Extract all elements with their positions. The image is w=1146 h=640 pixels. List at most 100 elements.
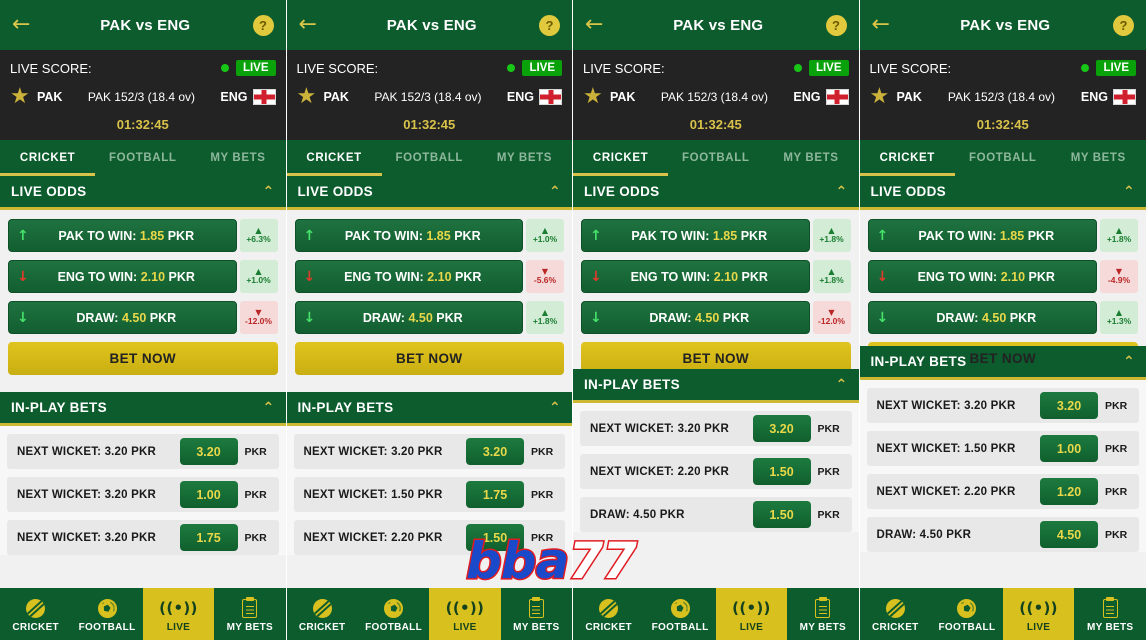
help-button[interactable]: ? [825,14,847,36]
nav-item-my-bets[interactable]: MY BETS [1074,588,1146,640]
back-arrow-icon[interactable]: ← [871,12,890,37]
live-broadcast-icon: ((•)) [732,598,771,619]
clipboard-glyph [1102,598,1118,618]
live-odds-section-header[interactable]: LIVE ODDS ⌃ [286,176,572,210]
odds-button[interactable]: ↓ ENG TO WIN: 2.10 PKR [8,260,237,293]
nav-item-live[interactable]: ((•)) LIVE [1002,588,1075,640]
nav-item-live[interactable]: ((•)) LIVE [429,588,501,640]
odds-button[interactable]: ↑ PAK TO WIN: 1.85 PKR [8,219,237,252]
in-play-row[interactable]: NEXT WICKET: 3.20 PKR 1.75 PKR [7,520,279,555]
in-play-odds-chip[interactable]: 3.20 [1040,392,1098,419]
in-play-row[interactable]: DRAW: 4.50 PKR 4.50 PKR [866,517,1139,552]
in-play-row[interactable]: NEXT WICKET: 3.20 PKR 3.20 PKR [580,411,852,446]
nav-item-cricket[interactable]: CRICKET [860,588,932,640]
tab-my-bets[interactable]: MY BETS [210,152,266,164]
chevron-up-icon[interactable]: ⌃ [262,399,275,416]
odds-button[interactable]: ↑ PAK TO WIN: 1.85 PKR [294,219,523,252]
nav-item-my-bets[interactable]: MY BETS [501,588,572,640]
football-glyph [97,598,117,618]
chevron-up-icon[interactable]: ⌃ [835,183,848,200]
odds-button[interactable]: ↓ ENG TO WIN: 2.10 PKR [294,260,523,293]
live-odds-section-header[interactable]: LIVE ODDS ⌃ [0,176,286,210]
chevron-up-icon[interactable]: ⌃ [1122,353,1135,370]
chevron-up-icon[interactable]: ⌃ [1122,183,1135,200]
odds-row: ↓ ENG TO WIN: 2.10 PKR ▲ +1.0% [8,260,278,293]
back-arrow-icon[interactable]: ← [12,12,31,37]
in-play-row[interactable]: NEXT WICKET: 2.20 PKR 1.20 PKR [866,474,1139,509]
nav-item-my-bets[interactable]: MY BETS [787,588,858,640]
odds-button[interactable]: ↓ ENG TO WIN: 2.10 PKR [581,260,810,293]
in-play-row[interactable]: NEXT WICKET: 3.20 PKR 3.20 PKR [293,434,565,469]
tab-football[interactable]: FOOTBALL [682,152,750,164]
bet-now-button[interactable]: BET NOW [294,342,564,375]
in-play-section-header[interactable]: IN-PLAY BETS ⌃ [286,392,572,426]
in-play-row[interactable]: NEXT WICKET: 3.20 PKR 3.20 PKR [7,434,279,469]
chevron-up-icon[interactable]: ⌃ [835,376,848,393]
tab-cricket[interactable]: CRICKET [286,140,382,176]
help-button[interactable]: ? [252,14,274,36]
odds-button[interactable]: ↓ ENG TO WIN: 2.10 PKR [867,260,1097,293]
in-play-odds-chip[interactable]: 1.75 [466,481,524,508]
chevron-up-icon[interactable]: ⌃ [548,183,561,200]
tab-my-bets[interactable]: MY BETS [496,152,552,164]
odds-currency: PKR [167,228,195,243]
tab-cricket[interactable]: CRICKET [573,140,669,176]
nav-item-my-bets[interactable]: MY BETS [214,588,285,640]
tab-football[interactable]: FOOTBALL [109,152,177,164]
in-play-section-header[interactable]: IN-PLAY BETS ⌃ [573,369,859,403]
in-play-row[interactable]: NEXT WICKET: 1.50 PKR 1.00 PKR [866,431,1139,466]
live-odds-section-header[interactable]: LIVE ODDS ⌃ [573,176,859,210]
in-play-odds-chip[interactable]: 1.50 [752,458,811,485]
live-indicator-dot [1081,64,1090,72]
nav-item-cricket[interactable]: CRICKET [0,588,71,640]
in-play-odds-chip[interactable]: 4.50 [1040,521,1098,548]
tab-my-bets[interactable]: MY BETS [1070,152,1126,164]
live-odds-section-header[interactable]: LIVE ODDS ⌃ [859,176,1146,210]
in-play-odds-chip[interactable]: 1.75 [179,524,238,551]
in-play-section-header[interactable]: IN-PLAY BETS ⌃ [0,392,286,426]
back-arrow-icon[interactable]: ← [298,12,317,37]
odds-button[interactable]: ↑ PAK TO WIN: 1.85 PKR [581,219,810,252]
in-play-row[interactable]: NEXT WICKET: 2.20 PKR 1.50 PKR [580,454,852,489]
in-play-odds-chip[interactable]: 3.20 [179,438,238,465]
in-play-row[interactable]: NEXT WICKET: 2.20 PKR 1.50 PKR [293,520,565,555]
help-button[interactable]: ? [539,14,560,36]
odds-button[interactable]: ↓ DRAW: 4.50 PKR [8,301,237,334]
odds-button[interactable]: ↓ DRAW: 4.50 PKR [581,301,810,334]
in-play-odds-chip[interactable]: 1.50 [466,524,524,551]
odds-change-value: +1.8% [1106,234,1132,245]
tab-football[interactable]: FOOTBALL [969,152,1037,164]
in-play-row[interactable]: NEXT WICKET: 1.50 PKR 1.75 PKR [293,477,565,512]
help-button[interactable]: ? [1113,14,1134,36]
in-play-odds-chip[interactable]: 3.20 [752,415,811,442]
in-play-odds-chip[interactable]: 1.00 [179,481,238,508]
in-play-odds-chip[interactable]: 1.20 [1040,478,1098,505]
nav-item-cricket[interactable]: CRICKET [573,588,644,640]
tab-cricket[interactable]: CRICKET [859,140,956,176]
nav-item-football[interactable]: FOOTBALL [71,588,142,640]
chevron-up-icon[interactable]: ⌃ [262,183,275,200]
odds-button[interactable]: ↑ PAK TO WIN: 1.85 PKR [867,219,1097,252]
nav-item-cricket[interactable]: CRICKET [287,588,358,640]
odds-trend-down-icon: ↓ [590,268,602,285]
nav-item-live[interactable]: ((•)) LIVE [142,588,215,640]
odds-button[interactable]: ↓ DRAW: 4.50 PKR [294,301,523,334]
nav-item-football[interactable]: FOOTBALL [644,588,715,640]
nav-item-live[interactable]: ((•)) LIVE [715,588,788,640]
tab-football[interactable]: FOOTBALL [395,152,463,164]
in-play-row[interactable]: NEXT WICKET: 3.20 PKR 1.00 PKR [7,477,279,512]
in-play-row[interactable]: NEXT WICKET: 3.20 PKR 3.20 PKR [866,388,1139,423]
odds-button[interactable]: ↓ DRAW: 4.50 PKR [867,301,1097,334]
in-play-odds-chip[interactable]: 1.50 [752,501,811,528]
nav-item-football[interactable]: FOOTBALL [358,588,429,640]
chevron-up-icon[interactable]: ⌃ [548,399,561,416]
in-play-odds-chip[interactable]: 3.20 [466,438,524,465]
odds-selection: DRAW: [936,310,979,325]
tab-my-bets[interactable]: MY BETS [783,152,839,164]
tab-cricket[interactable]: CRICKET [0,140,96,176]
nav-item-football[interactable]: FOOTBALL [931,588,1003,640]
back-arrow-icon[interactable]: ← [585,12,604,37]
in-play-odds-chip[interactable]: 1.00 [1040,435,1098,462]
bet-now-button[interactable]: BET NOW [8,342,278,375]
in-play-row[interactable]: DRAW: 4.50 PKR 1.50 PKR [580,497,852,532]
